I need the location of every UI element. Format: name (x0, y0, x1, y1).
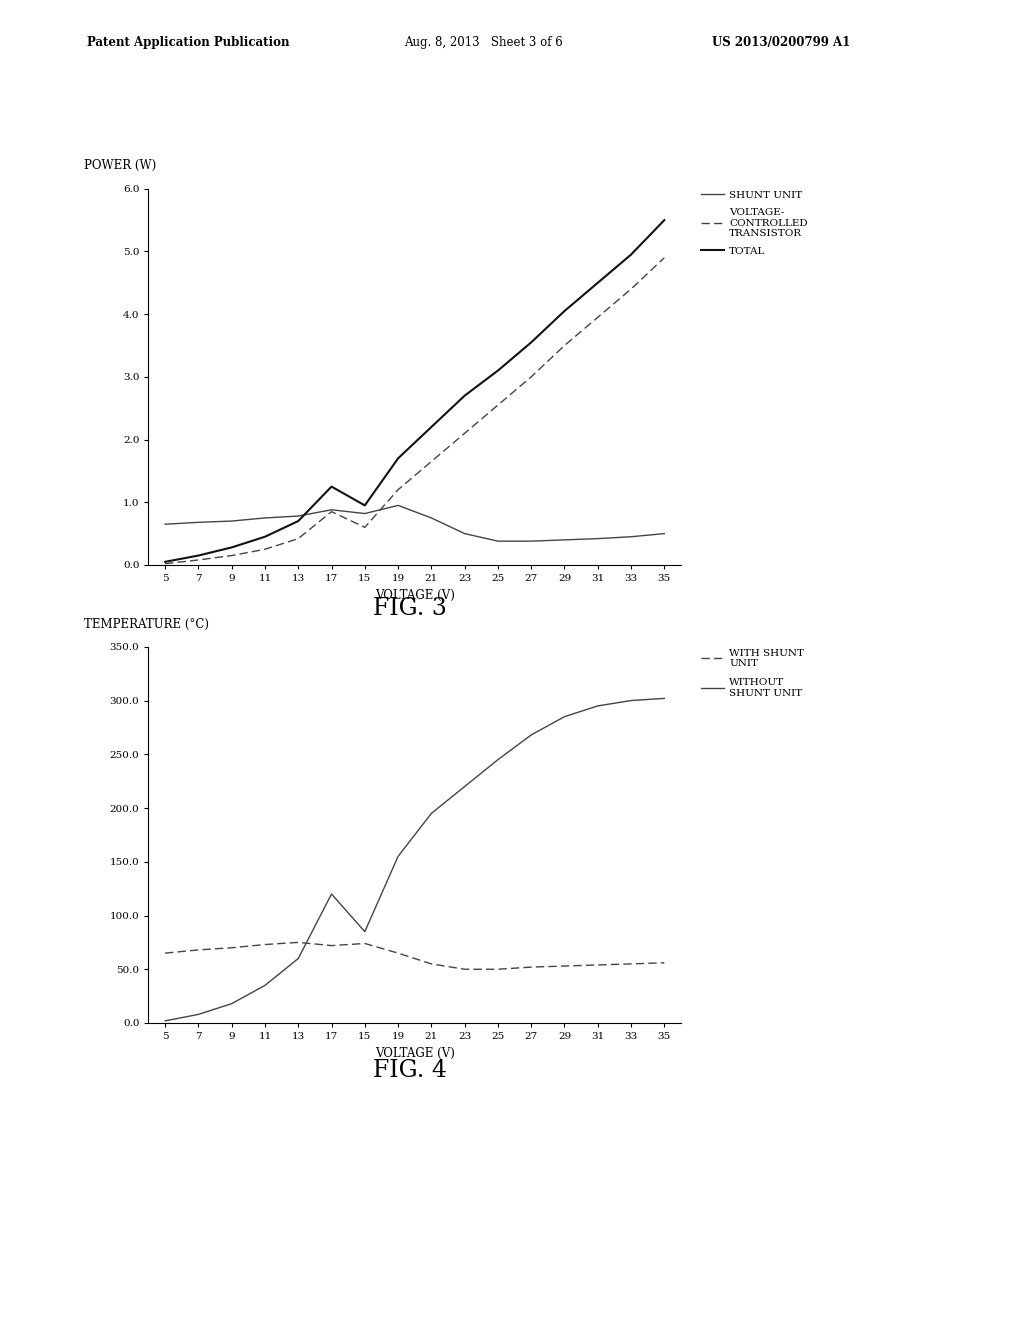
Legend: SHUNT UNIT, VOLTAGE-
CONTROLLED
TRANSISTOR, TOTAL: SHUNT UNIT, VOLTAGE- CONTROLLED TRANSIST… (696, 186, 812, 260)
Text: FIG. 4: FIG. 4 (373, 1059, 446, 1081)
Text: POWER (W): POWER (W) (84, 158, 157, 172)
Text: Patent Application Publication: Patent Application Publication (87, 36, 290, 49)
Text: TEMPERATURE (°C): TEMPERATURE (°C) (84, 618, 209, 631)
X-axis label: VOLTAGE (V): VOLTAGE (V) (375, 589, 455, 602)
Text: Aug. 8, 2013   Sheet 3 of 6: Aug. 8, 2013 Sheet 3 of 6 (404, 36, 563, 49)
X-axis label: VOLTAGE (V): VOLTAGE (V) (375, 1047, 455, 1060)
Text: FIG. 3: FIG. 3 (373, 597, 446, 619)
Legend: WITH SHUNT
UNIT, WITHOUT
SHUNT UNIT: WITH SHUNT UNIT, WITHOUT SHUNT UNIT (696, 644, 808, 702)
Text: US 2013/0200799 A1: US 2013/0200799 A1 (712, 36, 850, 49)
